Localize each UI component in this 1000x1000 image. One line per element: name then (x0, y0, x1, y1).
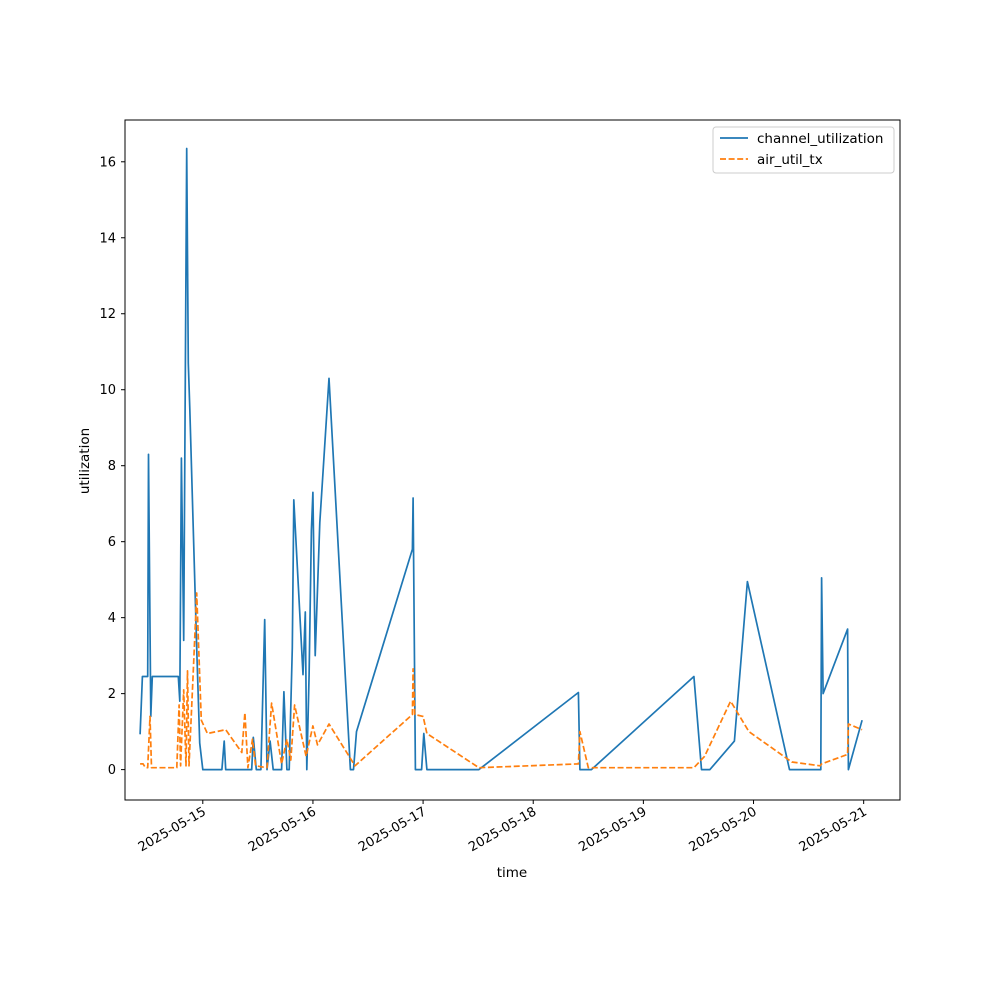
y-tick-label: 8 (108, 459, 116, 474)
series-line-air-util-tx (140, 592, 863, 769)
legend-box (712, 126, 895, 174)
y-tick-label: 2 (108, 687, 116, 702)
y-tick-label: 14 (99, 231, 116, 246)
y-tick-label: 12 (99, 307, 116, 322)
y-tick-label: 0 (108, 763, 116, 778)
plot-area (124, 119, 901, 801)
y-tick-label: 4 (108, 611, 116, 626)
y-tick-label: 10 (99, 383, 116, 398)
x-tick-label: 2025-05-21 (797, 804, 870, 855)
y-axis-label: utilization (77, 428, 93, 494)
y-tick-label: 16 (99, 155, 116, 170)
x-tick-label: 2025-05-20 (687, 804, 760, 855)
legend-label-channel-utilization: channel_utilization (757, 131, 884, 147)
legend: channel_utilization air_util_tx (712, 126, 895, 174)
x-axis-label: time (497, 865, 528, 881)
x-tick-label: 2025-05-16 (246, 804, 319, 855)
x-tick-label: 2025-05-15 (136, 804, 209, 855)
series-line-channel-utilization (139, 147, 863, 771)
x-tick-label: 2025-05-18 (466, 804, 539, 855)
x-tick-label: 2025-05-19 (576, 804, 649, 855)
series-layer (139, 147, 863, 771)
y-tick-label: 6 (108, 535, 116, 550)
x-tick-label: 2025-05-17 (356, 804, 429, 855)
legend-label-air-util-tx: air_util_tx (757, 152, 823, 168)
y-axis: 0 2 4 6 8 10 12 14 16 (99, 155, 125, 778)
x-axis: 2025-05-15 2025-05-16 2025-05-17 2025-05-18… (136, 800, 870, 855)
